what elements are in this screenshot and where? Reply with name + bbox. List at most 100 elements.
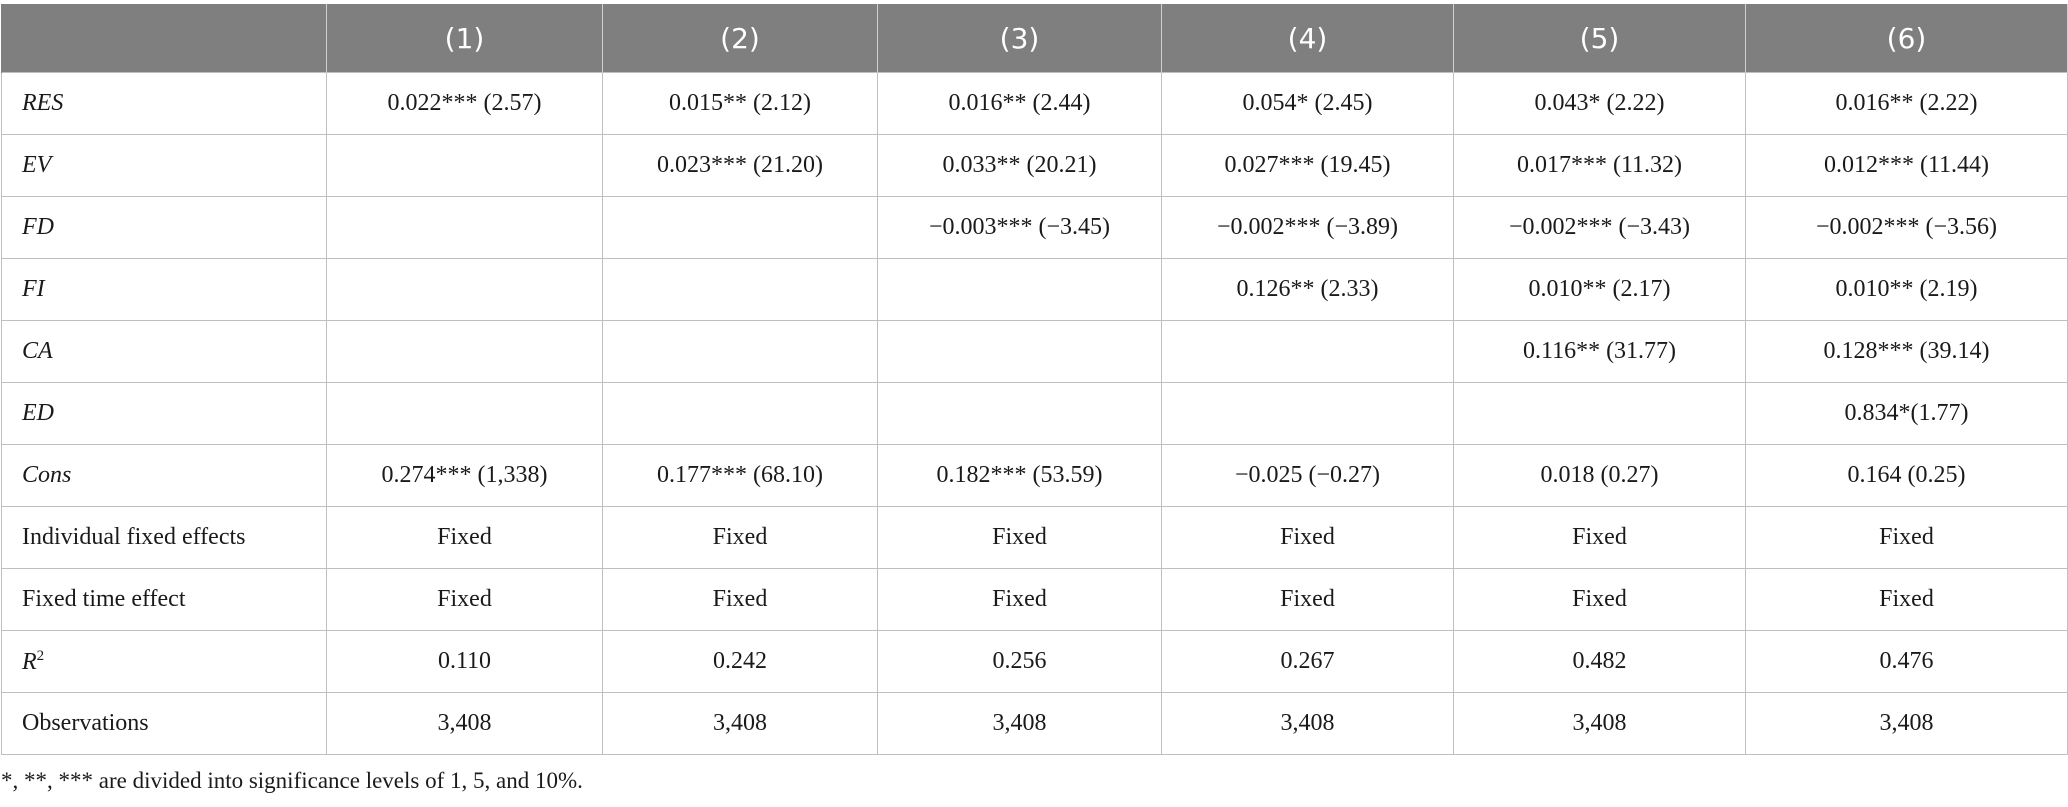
table-cell: 3,408: [1161, 692, 1454, 755]
table-cell: 3,408: [1745, 692, 2068, 755]
table-cell: Fixed: [1161, 506, 1454, 569]
table-row: EV 0.023*** (21.20) 0.033** (20.21) 0.027**…: [1, 134, 2068, 197]
table-body: RES 0.022*** (2.57) 0.015** (2.12) 0.016** …: [1, 72, 2068, 755]
row-label-text: FD: [22, 214, 54, 240]
table-cell: 0.242: [602, 630, 878, 693]
row-label-text: R: [22, 648, 37, 675]
table-cell: Fixed: [1745, 568, 2068, 631]
table-cell: −0.002*** (−3.43): [1453, 196, 1746, 259]
table-row: FD −0.003*** (−3.45) −0.002*** (−3.89) −0.0…: [1, 196, 2068, 259]
table-row: CA 0.116** (31.77) 0.128*** (39.14): [1, 320, 2068, 383]
table-cell: 0.482: [1453, 630, 1746, 693]
row-label: Cons: [1, 444, 327, 507]
row-label-superscript: 2: [36, 647, 45, 664]
column-header-2: (2): [602, 4, 878, 73]
table-row: ED 0.834*(1.77): [1, 382, 2068, 445]
table-cell: [326, 320, 603, 383]
regression-table: (1) (2) (3) (4) (5) (6) RES 0.022*** (2.5…: [1, 4, 2068, 755]
table-row: RES 0.022*** (2.57) 0.015** (2.12) 0.016** …: [1, 72, 2068, 135]
table-cell: Fixed: [1161, 568, 1454, 631]
table-footnote: *, **, *** are divided into significance…: [1, 768, 583, 793]
row-label: FI: [1, 258, 327, 321]
header-corner: [1, 4, 327, 73]
row-label-text: CA: [22, 338, 53, 364]
table-row: R2 0.110 0.242 0.256 0.267 0.482 0.476: [1, 630, 2068, 693]
table-cell: 3,408: [326, 692, 603, 755]
table-cell: [877, 382, 1162, 445]
table-cell: Fixed: [326, 506, 603, 569]
table-cell: −0.003*** (−3.45): [877, 196, 1162, 259]
table-row: Observations 3,408 3,408 3,408 3,408 3,408 3,4…: [1, 692, 2068, 755]
table-cell: 0.033** (20.21): [877, 134, 1162, 197]
table-cell: 0.182*** (53.59): [877, 444, 1162, 507]
table-cell: −0.002*** (−3.56): [1745, 196, 2068, 259]
row-label-text: Cons: [22, 462, 72, 488]
table-cell: 0.274*** (1,338): [326, 444, 603, 507]
table-cell: 0.010** (2.17): [1453, 258, 1746, 321]
column-header-6: (6): [1745, 4, 2068, 73]
table-cell: Fixed: [1453, 568, 1746, 631]
table-cell: Fixed: [877, 568, 1162, 631]
table-cell: [602, 258, 878, 321]
table-row: Fixed time effect Fixed Fixed Fixed Fixed Fix…: [1, 568, 2068, 631]
row-label-text: FI: [22, 276, 45, 302]
header-row: (1) (2) (3) (4) (5) (6): [1, 4, 2068, 73]
table-cell: [1161, 382, 1454, 445]
row-label: RES: [1, 72, 327, 135]
table-cell: 0.110: [326, 630, 603, 693]
table-cell: 0.010** (2.19): [1745, 258, 2068, 321]
table-cell: 0.027*** (19.45): [1161, 134, 1454, 197]
table-cell: [877, 258, 1162, 321]
table-cell: 0.012*** (11.44): [1745, 134, 2068, 197]
table-cell: 0.054* (2.45): [1161, 72, 1454, 135]
table-cell: Fixed: [602, 568, 878, 631]
row-label-text: Individual fixed effects: [22, 524, 246, 550]
row-label-text: Fixed time effect: [22, 586, 186, 612]
table-cell: [326, 258, 603, 321]
table-cell: 0.022*** (2.57): [326, 72, 603, 135]
table-cell: 0.016** (2.44): [877, 72, 1162, 135]
row-label: R2: [1, 630, 327, 693]
row-label: EV: [1, 134, 327, 197]
table-cell: 0.015** (2.12): [602, 72, 878, 135]
table-row: Individual fixed effects Fixed Fixed Fixed F…: [1, 506, 2068, 569]
table-cell: [877, 320, 1162, 383]
row-label: ED: [1, 382, 327, 445]
table-cell: 0.017*** (11.32): [1453, 134, 1746, 197]
table-cell: 0.128*** (39.14): [1745, 320, 2068, 383]
table-row: FI 0.126** (2.33) 0.010** (2.17) 0.010** (2…: [1, 258, 2068, 321]
table-cell: Fixed: [602, 506, 878, 569]
table-cell: Fixed: [1453, 506, 1746, 569]
column-header-5: (5): [1453, 4, 1746, 73]
row-label: Individual fixed effects: [1, 506, 327, 569]
table-cell: [326, 134, 603, 197]
row-label-text: RES: [22, 90, 64, 116]
column-header-1: (1): [326, 4, 603, 73]
row-label-text: ED: [22, 400, 54, 426]
table-cell: 0.018 (0.27): [1453, 444, 1746, 507]
table-cell: 0.164 (0.25): [1745, 444, 2068, 507]
table-cell: 3,408: [1453, 692, 1746, 755]
table-row: Cons 0.274*** (1,338) 0.177*** (68.10) 0.18…: [1, 444, 2068, 507]
table-cell: 0.116** (31.77): [1453, 320, 1746, 383]
table-cell: Fixed: [1745, 506, 2068, 569]
table-cell: [326, 382, 603, 445]
table-cell: 0.126** (2.33): [1161, 258, 1454, 321]
table-cell: −0.002*** (−3.89): [1161, 196, 1454, 259]
column-header-4: (4): [1161, 4, 1454, 73]
table-cell: 0.476: [1745, 630, 2068, 693]
table-cell: 0.267: [1161, 630, 1454, 693]
row-label: Fixed time effect: [1, 568, 327, 631]
table-cell: [602, 196, 878, 259]
table-cell: [326, 196, 603, 259]
table-cell: Fixed: [326, 568, 603, 631]
table-cell: [1161, 320, 1454, 383]
row-label: FD: [1, 196, 327, 259]
column-header-3: (3): [877, 4, 1162, 73]
table-cell: 3,408: [602, 692, 878, 755]
table-cell: 0.834*(1.77): [1745, 382, 2068, 445]
table-cell: 0.043* (2.22): [1453, 72, 1746, 135]
row-label: Observations: [1, 692, 327, 755]
table-cell: [602, 320, 878, 383]
row-label-text: Observations: [22, 710, 149, 736]
